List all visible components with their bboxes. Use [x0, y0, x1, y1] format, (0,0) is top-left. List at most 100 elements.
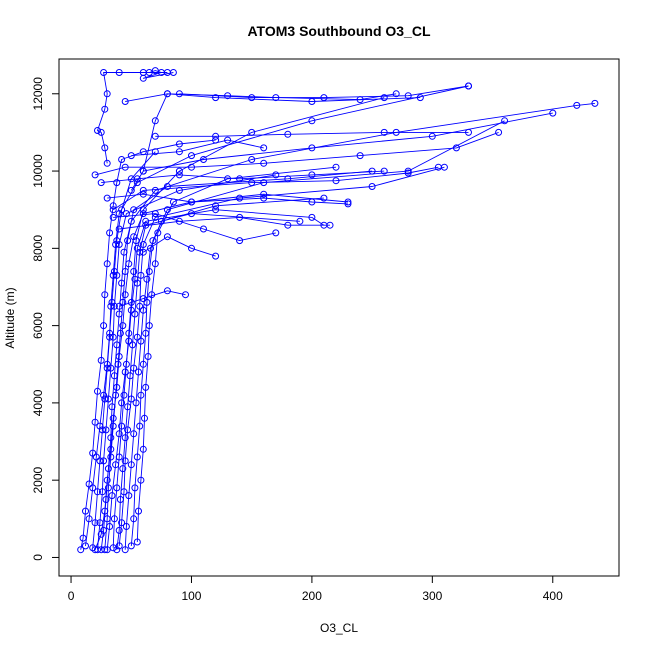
data-point: [141, 414, 148, 422]
data-point: [137, 391, 145, 399]
data-point: [103, 90, 111, 98]
data-point: [137, 476, 145, 484]
data-point: [188, 210, 195, 218]
data-point: [113, 179, 121, 187]
series-1: [91, 190, 352, 554]
data-point: [175, 171, 183, 179]
series-line: [142, 70, 174, 79]
data-point: [151, 210, 159, 218]
data-point: [82, 542, 89, 550]
data-point: [107, 453, 115, 461]
data-point: [212, 202, 220, 210]
data-point: [124, 237, 132, 245]
data-point: [130, 515, 138, 523]
data-point: [260, 194, 268, 202]
data-point: [109, 213, 117, 221]
data-point: [101, 144, 109, 152]
data-point: [121, 434, 129, 442]
x-axis-label: O3_CL: [320, 621, 358, 635]
data-point: [145, 322, 153, 330]
data-point: [151, 186, 159, 194]
chart-title: ATOM3 Southbound O3_CL: [247, 23, 430, 39]
data-point: [260, 190, 268, 198]
data-point: [344, 198, 352, 206]
data-point: [175, 148, 183, 156]
series-13: [113, 210, 304, 554]
data-point: [110, 302, 118, 310]
series-16: [127, 109, 557, 194]
data-point: [465, 82, 472, 90]
data-point: [104, 395, 112, 403]
y-tick-label: 0: [31, 554, 45, 561]
data-point: [104, 484, 112, 492]
data-point: [115, 542, 123, 550]
series-28: [175, 82, 472, 102]
data-point: [145, 268, 153, 275]
data-point: [392, 90, 400, 98]
data-point: [115, 69, 123, 76]
data-point: [332, 177, 340, 185]
data-point: [133, 175, 141, 183]
data-point: [115, 453, 123, 461]
y-tick-label: 12000: [31, 77, 45, 111]
series-5: [97, 99, 599, 554]
plot-area: [77, 67, 599, 554]
data-point: [129, 341, 136, 349]
series-8: [121, 194, 328, 554]
series-line: [104, 170, 373, 550]
data-point: [296, 217, 304, 225]
data-point: [175, 140, 183, 148]
data-point: [96, 422, 104, 430]
data-point: [368, 183, 376, 190]
series-line: [130, 120, 505, 546]
series-line: [119, 216, 330, 230]
data-point: [112, 241, 120, 248]
series-14: [94, 69, 171, 167]
data-point: [332, 163, 340, 171]
y-tick-label: 8000: [31, 235, 45, 262]
data-point: [85, 480, 93, 488]
data-point: [97, 356, 105, 364]
data-point: [121, 291, 129, 299]
data-point: [368, 167, 376, 175]
y-axis-label: Altitude (m): [3, 287, 17, 348]
data-point: [96, 519, 104, 527]
data-point: [127, 186, 135, 194]
series-10: [101, 167, 376, 554]
data-point: [135, 507, 142, 515]
data-point: [92, 453, 100, 461]
data-point: [125, 492, 133, 500]
data-point: [122, 360, 130, 368]
series-line: [97, 72, 168, 164]
data-point: [118, 206, 126, 214]
series-4: [127, 117, 509, 550]
data-point: [94, 127, 101, 134]
data-point: [102, 426, 110, 434]
data-point: [139, 445, 147, 453]
series-line: [92, 85, 469, 548]
data-point: [236, 175, 244, 183]
data-point: [130, 206, 138, 214]
series-line: [101, 170, 385, 184]
data-point: [126, 372, 134, 380]
data-point: [212, 206, 220, 214]
data-point: [109, 271, 117, 279]
plot-frame: [58, 58, 620, 577]
data-point: [139, 74, 147, 82]
data-point: [113, 271, 121, 279]
data-point: [89, 449, 97, 457]
data-point: [139, 306, 147, 314]
data-point: [101, 291, 109, 299]
data-point: [151, 260, 159, 268]
data-point: [151, 132, 159, 140]
data-point: [212, 94, 220, 102]
data-point: [124, 403, 132, 411]
data-point: [109, 544, 117, 552]
data-point: [163, 206, 171, 214]
series-line: [143, 236, 216, 257]
data-point: [200, 225, 207, 233]
data-point: [495, 128, 503, 136]
data-point: [135, 368, 142, 376]
data-point: [416, 94, 424, 102]
series-line: [155, 131, 469, 137]
